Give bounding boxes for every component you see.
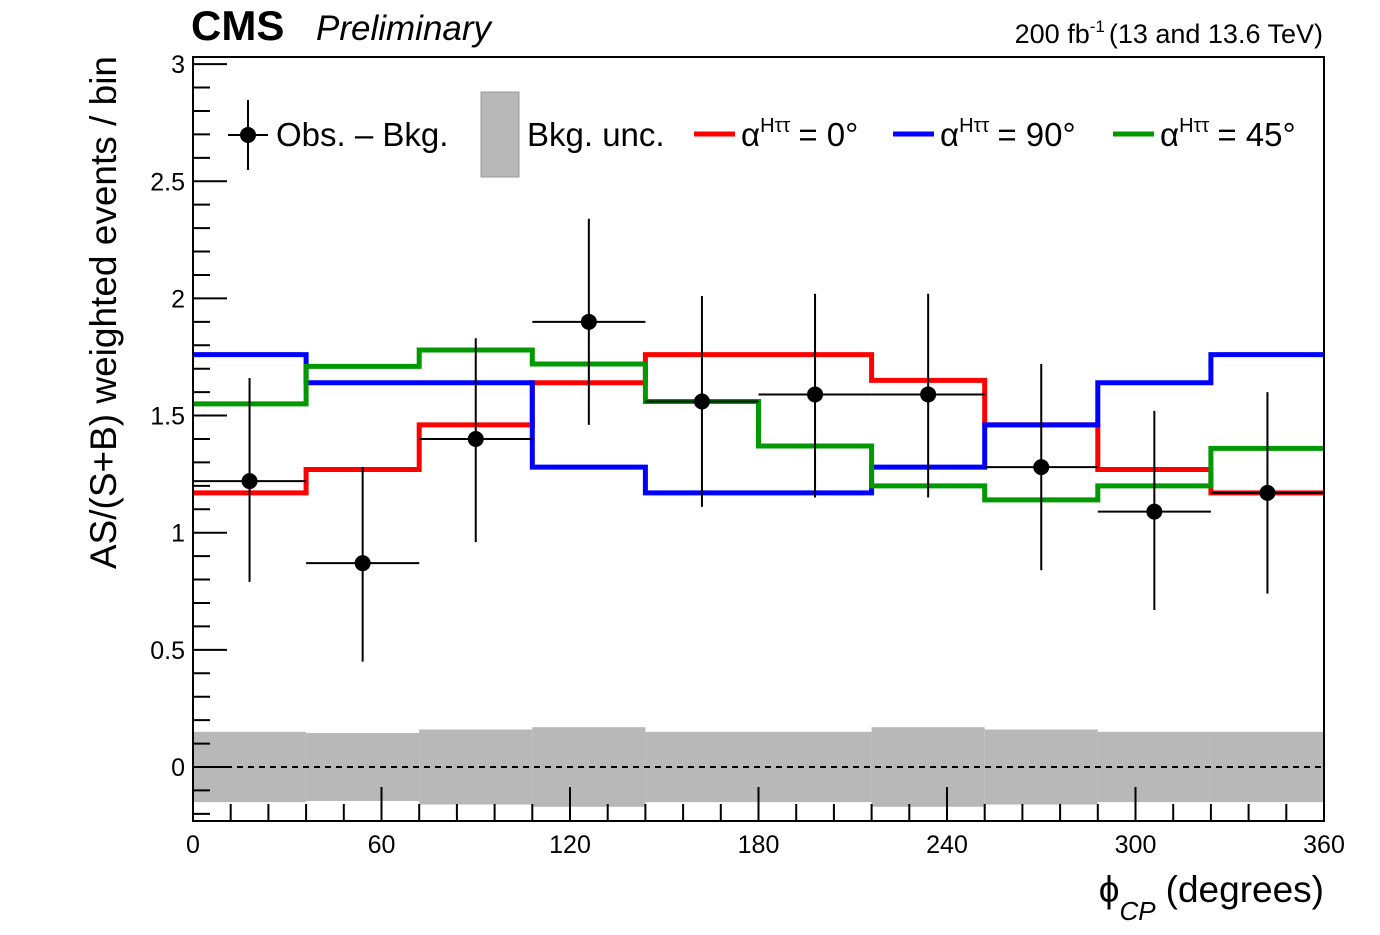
legend: Obs. – Bkg. Bkg. unc. αHττ = 0° αHττ = 90°… <box>228 91 1296 178</box>
lumi-value: 200 fb <box>1015 19 1090 49</box>
energy-label: (13 and 13.6 TeV) <box>1109 19 1323 49</box>
x-tick-label: 120 <box>549 831 591 859</box>
legend-alpha90-symbol: α <box>940 116 959 153</box>
observed-point <box>1259 484 1276 501</box>
legend-alpha0-value: = 0° <box>798 116 858 153</box>
legend-alpha90-value: = 90° <box>997 116 1075 153</box>
observed-points-layer <box>193 218 1324 662</box>
legend-alpha0-entry: αHττ = 0° <box>694 115 858 153</box>
observed-point <box>920 386 937 403</box>
legend-alpha45-sup: Hττ <box>1179 115 1209 137</box>
x-axis-subscript: CP <box>1120 896 1157 926</box>
observed-point <box>467 430 484 447</box>
y-tick-label: 3 <box>171 51 185 79</box>
legend-alpha45-entry: αHττ = 45° <box>1113 115 1296 153</box>
x-axis-symbol: ϕ <box>1099 869 1120 910</box>
observed-point <box>241 473 258 490</box>
x-tick-label: 240 <box>926 831 968 859</box>
observed-point <box>693 393 710 410</box>
legend-alpha0-sup: Hττ <box>760 115 790 137</box>
legend-alpha45-value: = 45° <box>1217 116 1295 153</box>
x-axis-label: ϕCP (degrees) <box>1099 869 1324 926</box>
legend-bkg-entry: Bkg. unc. <box>480 91 665 178</box>
y-tick-label: 0 <box>171 754 185 782</box>
observed-point <box>354 555 371 572</box>
legend-alpha0-symbol: α <box>741 116 760 153</box>
legend-alpha0-label: αHττ = 0° <box>741 115 858 153</box>
x-tick-label: 180 <box>738 831 780 859</box>
legend-alpha90-entry: αHττ = 90° <box>893 115 1076 153</box>
observed-point <box>580 313 597 330</box>
legend-observed-entry: Obs. – Bkg. <box>228 100 448 170</box>
legend-alpha45-symbol: α <box>1160 116 1179 153</box>
x-axis-unit: (degrees) <box>1166 869 1324 910</box>
y-tick-label: 2.5 <box>150 168 185 196</box>
observed-point <box>1033 459 1050 476</box>
lumi-exponent: -1 <box>1090 17 1105 36</box>
legend-bkg-swatch <box>480 91 520 178</box>
series-line-alpha45 <box>193 347 1324 503</box>
x-tick-label: 300 <box>1115 831 1157 859</box>
x-tick-label: 360 <box>1303 831 1345 859</box>
lumi-label: 200 fb-1 (13 and 13.6 TeV) <box>1015 17 1323 49</box>
x-tick-label: 60 <box>368 831 396 859</box>
preliminary-label: Preliminary <box>316 9 494 48</box>
legend-alpha90-label: αHττ = 90° <box>940 115 1076 153</box>
y-axis-label: AS/(S+B) weighted events / bin <box>83 56 124 569</box>
observed-point <box>807 386 824 403</box>
legend-observed-marker-dot <box>240 127 256 143</box>
cms-label: CMS <box>191 2 284 49</box>
y-tick-label: 1.5 <box>150 403 185 431</box>
axes: 0 0.5 1 1.5 2 2.5 3 0 60 120 180 240 300 360 <box>150 51 1345 859</box>
x-tick-label: 0 <box>186 831 200 859</box>
legend-observed-label: Obs. – Bkg. <box>276 116 448 153</box>
legend-alpha90-sup: Hττ <box>959 115 989 137</box>
legend-bkg-label: Bkg. unc. <box>527 116 665 153</box>
y-tick-label: 1 <box>171 520 185 548</box>
legend-alpha45-label: αHττ = 45° <box>1160 115 1296 153</box>
y-tick-label: 0.5 <box>150 637 185 665</box>
series-line-alpha0 <box>193 352 1324 496</box>
observed-point <box>1146 503 1163 520</box>
y-tick-label: 2 <box>171 285 185 313</box>
